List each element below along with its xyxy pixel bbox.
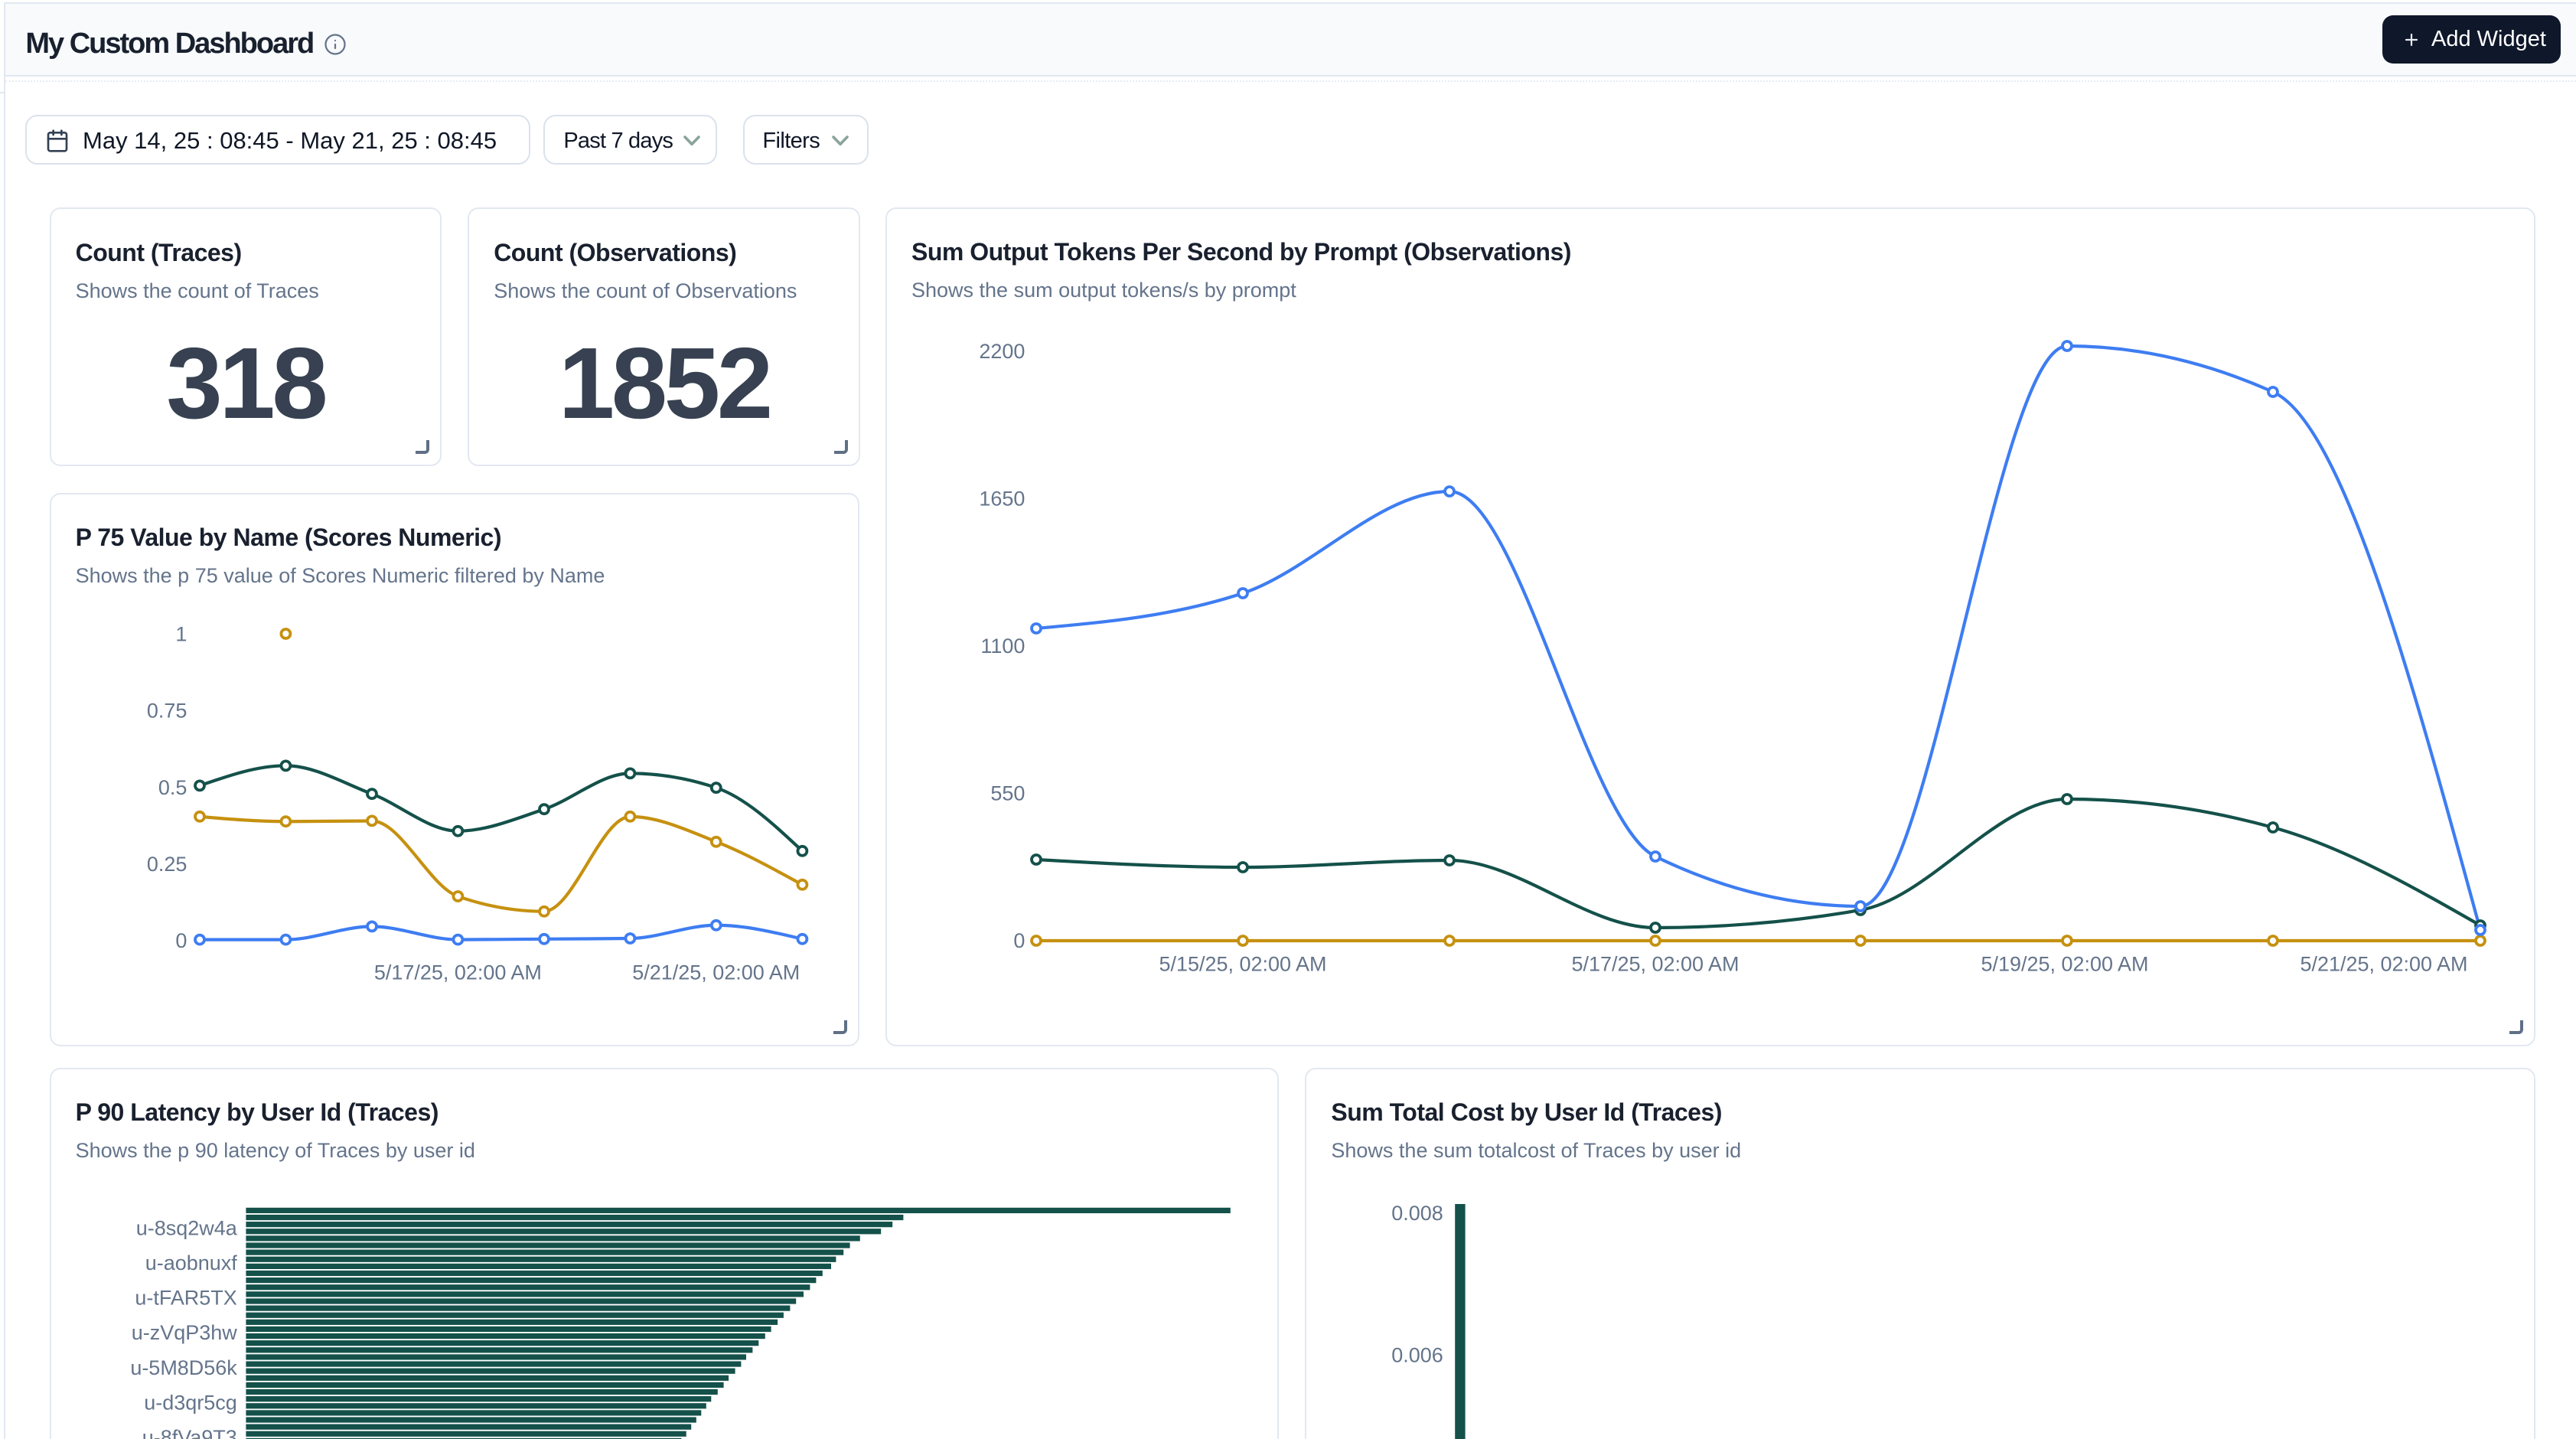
svg-text:0: 0 — [175, 929, 187, 952]
svg-text:5/21/25, 02:00 AM: 5/21/25, 02:00 AM — [632, 961, 800, 984]
svg-text:5/17/25, 02:00 AM: 5/17/25, 02:00 AM — [373, 961, 541, 984]
svg-text:1: 1 — [175, 622, 187, 645]
svg-text:1100: 1100 — [980, 635, 1025, 658]
svg-text:0.008: 0.008 — [1392, 1202, 1444, 1225]
svg-text:5/21/25, 02:00 AM: 5/21/25, 02:00 AM — [2300, 952, 2467, 975]
svg-text:u-d3qr5cg: u-d3qr5cg — [144, 1391, 237, 1414]
svg-text:0.25: 0.25 — [146, 853, 187, 876]
svg-text:2200: 2200 — [979, 340, 1025, 363]
svg-text:1650: 1650 — [979, 487, 1025, 510]
svg-text:u-5M8D56k: u-5M8D56k — [130, 1356, 237, 1379]
svg-text:u-aobnuxf: u-aobnuxf — [145, 1251, 237, 1274]
svg-text:0: 0 — [1013, 929, 1025, 952]
svg-text:u-zVqP3hw: u-zVqP3hw — [131, 1321, 237, 1344]
svg-text:u-8fVa9T3: u-8fVa9T3 — [142, 1426, 236, 1439]
svg-text:u-8sq2w4a: u-8sq2w4a — [135, 1216, 236, 1239]
svg-text:u-tFAR5TX: u-tFAR5TX — [135, 1286, 236, 1309]
svg-text:5/17/25, 02:00 AM: 5/17/25, 02:00 AM — [1571, 952, 1739, 975]
svg-text:550: 550 — [990, 781, 1025, 804]
svg-text:5/19/25, 02:00 AM: 5/19/25, 02:00 AM — [1981, 952, 2148, 975]
svg-text:0.5: 0.5 — [158, 776, 187, 799]
svg-text:5/15/25, 02:00 AM: 5/15/25, 02:00 AM — [1159, 952, 1326, 975]
svg-text:0.75: 0.75 — [146, 699, 187, 722]
svg-text:0.006: 0.006 — [1392, 1343, 1444, 1366]
